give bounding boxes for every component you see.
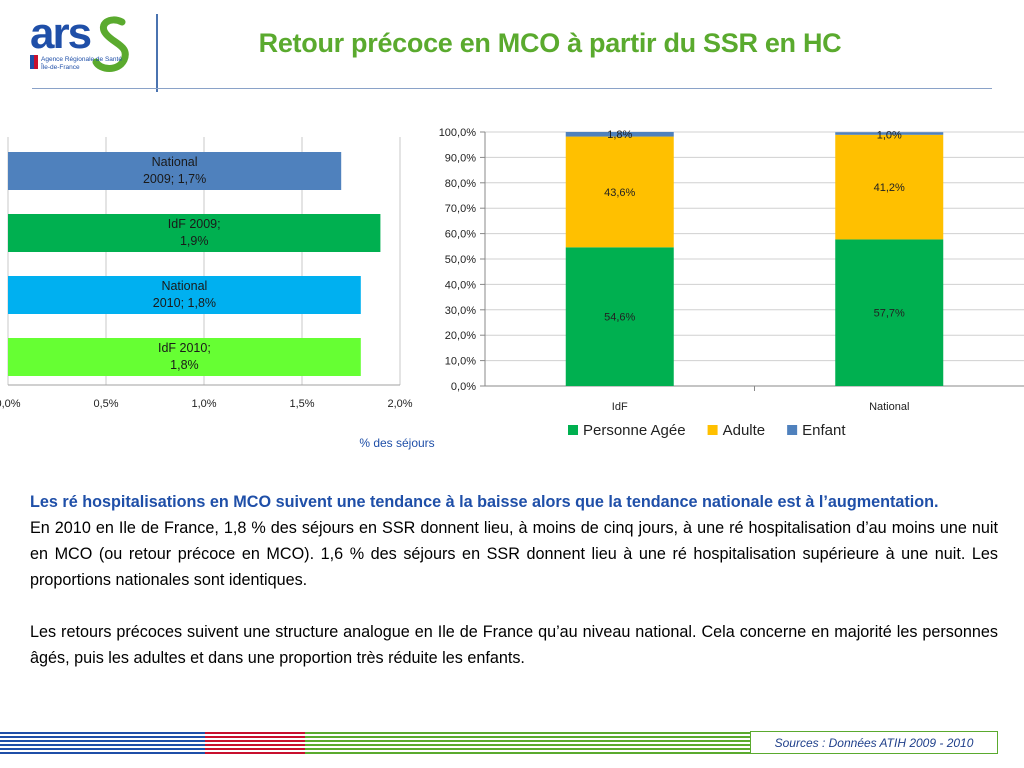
y-tick-label: 30,0%	[445, 305, 476, 317]
footer-stripe	[305, 752, 750, 754]
y-tick-label: 10,0%	[445, 356, 476, 368]
x-tick-label: 1,0%	[191, 398, 216, 410]
segment-data-label: 1,8%	[607, 129, 632, 141]
stack-segment	[835, 132, 944, 135]
y-tick-label: 50,0%	[445, 254, 476, 266]
logo-flag-blue	[30, 55, 34, 69]
bar	[8, 152, 342, 190]
x-tick-label: 0,5%	[93, 398, 118, 410]
bar-data-label: 1,8%	[170, 358, 199, 372]
stacked-bar-chart: 0,0% 10,0% 20,0% 30,0% 40,0% 50,0% 60,0% 70,0% 8…	[439, 127, 1024, 439]
footer-stripe	[205, 748, 305, 750]
footer-stripes	[0, 732, 750, 754]
legend-swatch	[787, 425, 798, 435]
legend-label: Personne Agée	[583, 422, 686, 439]
segment-data-label: 57,7%	[874, 308, 905, 320]
footer-stripe	[0, 748, 205, 750]
footer-stripe	[205, 752, 305, 754]
y-tick-label: 60,0%	[445, 229, 476, 241]
y-tick-label: 80,0%	[445, 178, 476, 190]
x-tick-label: National	[869, 401, 909, 413]
footer-stripe	[205, 744, 305, 746]
logo-subtitle-2: Île-de-France	[40, 62, 80, 71]
segment-data-label: 1,0%	[877, 129, 902, 141]
x-tick-label: 0,0%	[0, 398, 21, 410]
bar-data-label: 1,9%	[180, 234, 209, 248]
bar-data-label: 2010; 1,8%	[153, 296, 216, 310]
y-tick-label: 100,0%	[439, 127, 477, 139]
footer-stripe	[305, 744, 750, 746]
bar	[8, 338, 361, 376]
segment-data-label: 41,2%	[874, 182, 905, 194]
segment-data-label: 54,6%	[604, 312, 635, 324]
footer-stripe	[305, 748, 750, 750]
bar	[8, 276, 361, 314]
footer-stripe	[205, 736, 305, 738]
paragraph-2: Les retours précoces suivent une structu…	[30, 623, 998, 667]
bar-data-label: 2009; 1,7%	[143, 172, 206, 186]
legend-swatch	[568, 425, 578, 435]
ars-logo: ars Agence Régionale de Santé Île-de-Fra…	[30, 9, 129, 72]
legend-label: Enfant	[802, 422, 846, 439]
logo-s-accent	[92, 16, 129, 72]
logo-subtitle-1: Agence Régionale de Santé	[41, 56, 122, 63]
footer-stripe	[0, 736, 205, 738]
x-tick-label: IdF	[612, 401, 628, 413]
bar-data-label: IdF 2009;	[168, 217, 221, 231]
sources-box: Sources : Données ATIH 2009 - 2010	[750, 731, 998, 754]
footer-stripe	[0, 740, 205, 742]
intro-paragraph: Les ré hospitalisations en MCO suivent u…	[30, 493, 939, 511]
horizontal-bar-chart: 0,0% 0,5% 1,0% 1,5% 2,0% National 2009; 1,7% Id…	[0, 137, 435, 450]
bar	[8, 214, 381, 252]
x-axis-title: % des séjours	[359, 436, 434, 450]
stack-segment	[565, 132, 674, 137]
legend-swatch	[707, 425, 718, 435]
footer-stripe	[305, 740, 750, 742]
footer-stripe	[305, 732, 750, 734]
y-tick-label: 90,0%	[445, 152, 476, 164]
logo-wordmark: ars	[30, 9, 91, 58]
bar-data-label: National	[161, 279, 207, 293]
stack-segment	[565, 247, 674, 386]
stack-segment	[835, 239, 944, 386]
legend-label: Adulte	[723, 422, 766, 439]
footer-stripe	[205, 732, 305, 734]
header-divider	[156, 14, 158, 92]
y-tick-label: 40,0%	[445, 279, 476, 291]
x-tick-label: 1,5%	[289, 398, 314, 410]
x-tick-label: 2,0%	[387, 398, 412, 410]
footer-stripe	[0, 732, 205, 734]
stack-segment	[565, 136, 674, 248]
page-title: Retour précoce en MCO à partir du SSR en…	[258, 28, 842, 58]
y-tick-label: 0,0%	[451, 381, 476, 393]
footer-stripe	[305, 736, 750, 738]
footer-stripe	[0, 752, 205, 754]
footer-stripe	[205, 740, 305, 742]
y-tick-label: 20,0%	[445, 330, 476, 342]
paragraph-1: En 2010 en Ile de France, 1,8 % des séjo…	[30, 519, 998, 589]
commentary-text: Les ré hospitalisations en MCO suivent u…	[30, 489, 998, 671]
segment-data-label: 43,6%	[604, 187, 635, 199]
logo-flag-red	[34, 55, 38, 69]
bar-data-label: IdF 2010;	[158, 341, 211, 355]
header-rule	[32, 88, 992, 89]
stack-segment	[835, 134, 944, 240]
sources-label: Sources : Données ATIH 2009 - 2010	[774, 735, 974, 750]
bar-data-label: National	[152, 155, 198, 169]
footer-stripe	[0, 744, 205, 746]
y-tick-label: 70,0%	[445, 203, 476, 215]
